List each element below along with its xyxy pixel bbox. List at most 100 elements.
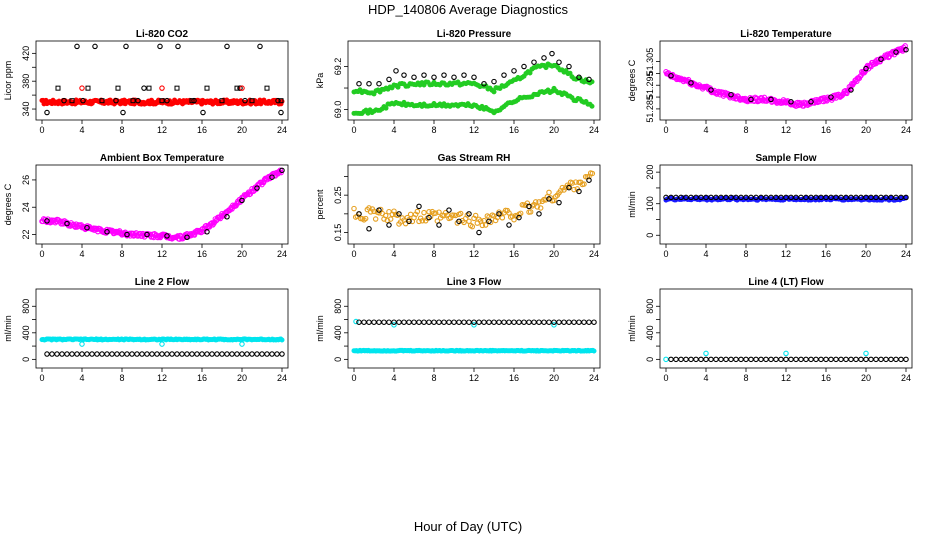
data-point [556, 199, 562, 206]
y-axis-label: kPa [315, 73, 325, 89]
data-point [130, 98, 136, 104]
data-point [898, 356, 904, 363]
data-point [482, 222, 489, 228]
data-point [224, 43, 230, 50]
data-point [491, 89, 497, 95]
series-black [356, 50, 592, 87]
data-point [189, 98, 195, 104]
data-point [426, 209, 432, 215]
data-point [84, 351, 90, 357]
data-point [763, 194, 769, 201]
y-tick-label: 22 [21, 230, 31, 240]
data-point [768, 356, 774, 363]
data-point [688, 356, 694, 363]
y-tick-label: 800 [333, 299, 343, 314]
y-tick-label: 400 [21, 325, 31, 340]
data-point [164, 97, 170, 104]
data-point [396, 211, 402, 217]
data-point [738, 356, 744, 363]
data-point [536, 199, 542, 205]
x-tick-label: 24 [589, 249, 599, 259]
data-point [546, 189, 552, 196]
y-tick-label: 0 [21, 357, 31, 362]
y-tick-label: 0 [645, 357, 655, 362]
data-point [59, 351, 65, 357]
data-point [204, 229, 210, 235]
data-point [586, 177, 592, 183]
data-point [471, 74, 477, 81]
data-point [566, 184, 572, 191]
y-axis-label: degrees C [627, 59, 637, 101]
y-tick-label: 380 [21, 74, 31, 89]
x-tick-label: 0 [663, 373, 668, 383]
x-tick-label: 12 [157, 125, 167, 135]
data-point [79, 341, 85, 347]
data-point [536, 211, 542, 217]
data-point [115, 85, 121, 91]
data-point [436, 319, 442, 325]
data-point [733, 356, 739, 363]
data-point [843, 194, 849, 201]
x-tick-label: 4 [79, 373, 84, 383]
x-tick-label: 4 [703, 249, 708, 259]
data-point [748, 96, 754, 103]
series-black [663, 194, 909, 201]
y-tick-label: 0 [333, 357, 343, 362]
data-point [668, 356, 674, 363]
data-point [783, 356, 789, 363]
chart-panel: Li-820 CO2 Licor ppm 0 4 8 12 16 20 24 340 380 420 [3, 29, 289, 135]
data-point [123, 43, 129, 50]
x-tick-label: 20 [237, 125, 247, 135]
data-point [237, 85, 243, 91]
data-point [396, 319, 402, 325]
figure-title: HDP_140806 Average Diagnostics [368, 2, 568, 17]
data-point [783, 194, 789, 201]
data-point [174, 351, 180, 357]
x-tick-label: 8 [431, 125, 436, 135]
data-point [753, 356, 759, 363]
data-point [888, 194, 894, 201]
chart-panel: Li-820 Temperature degrees C 0 4 8 12 16 20 24 51… [627, 29, 913, 135]
x-tick-label: 0 [39, 125, 44, 135]
y-axis-label: ml/min [627, 191, 637, 218]
y-axis-label: percent [315, 189, 325, 220]
data-point [278, 98, 284, 104]
data-point [174, 85, 180, 91]
data-point [521, 63, 527, 70]
data-point [808, 356, 814, 363]
data-point [903, 356, 909, 363]
data-point [668, 73, 674, 79]
data-point [506, 222, 512, 228]
y-tick-label: 51.285 [645, 95, 655, 123]
data-point [164, 351, 170, 357]
data-point [516, 214, 522, 221]
plot-frame [659, 40, 913, 121]
y-tick-label: 69.2 [333, 58, 343, 76]
data-point [69, 351, 75, 357]
data-point [848, 194, 854, 201]
data-point [119, 351, 125, 357]
data-point [104, 351, 110, 357]
data-point [758, 194, 764, 201]
data-point [269, 351, 275, 357]
data-point [149, 351, 155, 357]
data-point [371, 319, 377, 325]
x-tick-label: 20 [237, 373, 247, 383]
panel-title: Li-820 Temperature [740, 29, 832, 40]
x-tick-label: 12 [781, 125, 791, 135]
chart-panel: Li-820 Pressure kPa 0 4 8 12 16 20 24 69.0 69.2 [315, 29, 601, 135]
data-point [748, 356, 754, 363]
data-point [120, 109, 126, 116]
y-axis-label: ml/min [3, 315, 13, 342]
y-axis-label: Licor ppm [3, 61, 13, 101]
data-point [688, 194, 694, 201]
data-point [531, 59, 537, 65]
data-point [421, 72, 427, 78]
plot-frame [35, 40, 289, 121]
data-point [94, 351, 100, 357]
data-point [808, 194, 814, 201]
data-point [738, 194, 744, 201]
data-point [44, 218, 50, 224]
series-orange [351, 170, 596, 230]
data-point [576, 74, 582, 81]
